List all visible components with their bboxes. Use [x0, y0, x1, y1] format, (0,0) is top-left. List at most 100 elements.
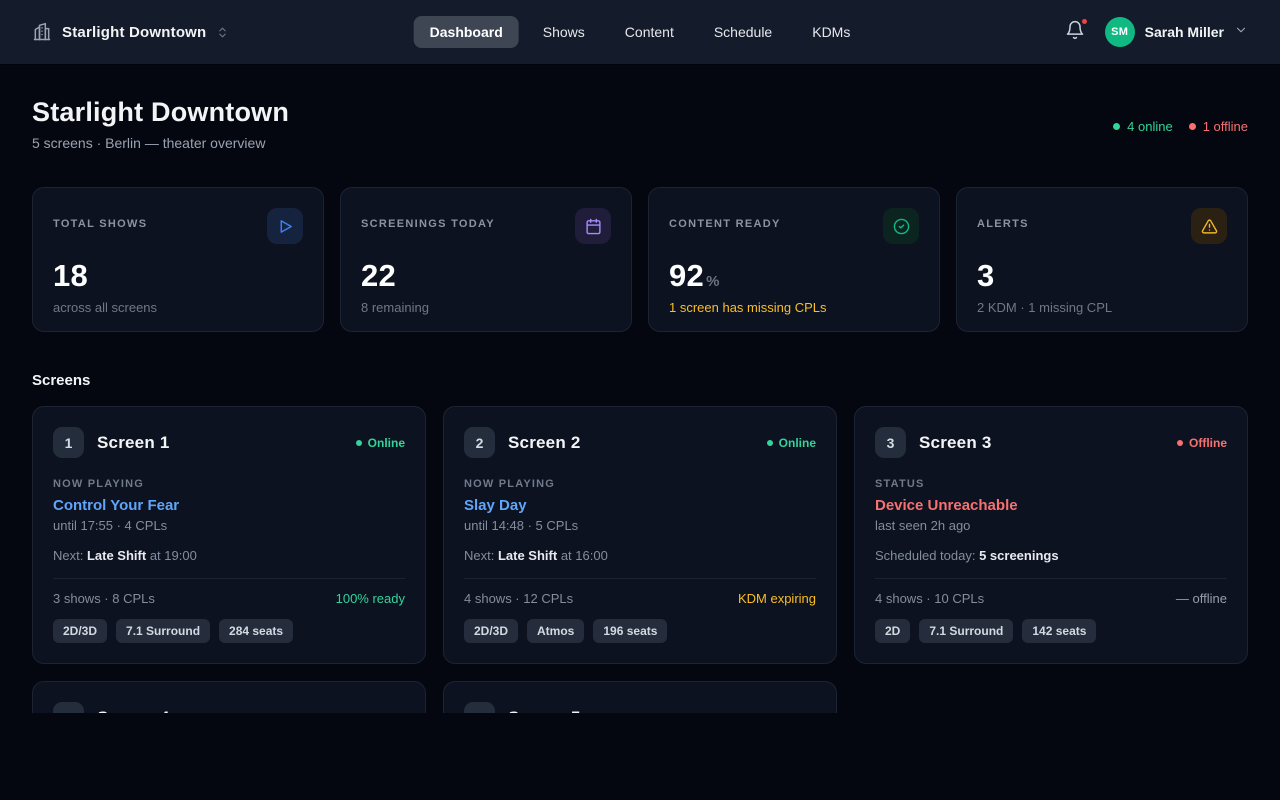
- online-dot-icon: [1113, 123, 1121, 130]
- stat-label: ALERTS: [977, 218, 1029, 230]
- tab-dashboard[interactable]: Dashboard: [413, 16, 519, 48]
- main-nav-tabs: Dashboard Shows Content Schedule KDMs: [413, 16, 867, 48]
- screen-name: Screen 1: [97, 432, 170, 452]
- status-label: STATUS: [875, 478, 925, 490]
- now-playing-detail: until 17:55 · 4 CPLs: [53, 518, 168, 533]
- online-dot-icon: [355, 439, 362, 446]
- capability-tag: 284 seats: [219, 619, 294, 643]
- notification-dot: [1079, 16, 1089, 26]
- page-scroll-area: Starlight Downtown 5 screens · Berlin — …: [0, 64, 1280, 713]
- screen-number-badge: 1: [53, 427, 84, 458]
- capability-tag: 142 seats: [1022, 619, 1097, 643]
- capability-tag: 7.1 Surround: [919, 619, 1014, 643]
- screen-name: Screen 5: [508, 708, 580, 714]
- theater-switcher[interactable]: Starlight Downtown: [32, 22, 229, 42]
- divider: [464, 578, 816, 579]
- warning-triangle-icon: [1191, 208, 1227, 244]
- online-count-badge: 4 online: [1113, 119, 1173, 134]
- top-nav: Starlight Downtown Dashboard Shows Conte…: [0, 0, 1280, 64]
- stat-subtext: across all screens: [53, 300, 158, 315]
- now-playing-label: NOW PLAYING: [53, 478, 145, 490]
- screen-number-badge: 2: [464, 427, 495, 458]
- capability-tag: 196 seats: [593, 619, 668, 643]
- tab-schedule[interactable]: Schedule: [713, 24, 773, 40]
- readiness-status: KDM expiring: [737, 591, 816, 606]
- stat-value: 3: [977, 258, 995, 293]
- shows-cpls-summary: 3 shows · 8 CPLs: [53, 591, 155, 606]
- capability-tag: Atmos: [527, 619, 585, 643]
- status-badge: Online: [356, 711, 405, 714]
- next-show-line: Next: Late Shift at 16:00: [464, 548, 608, 563]
- screen-card-2[interactable]: 2 Screen 2 Online NOW PLAYING Slay Day u…: [443, 406, 837, 664]
- screens-heading: Screens: [32, 372, 91, 389]
- calendar-icon: [575, 208, 611, 244]
- stat-subtext: 8 remaining: [361, 300, 429, 315]
- divider: [875, 578, 1227, 579]
- divider: [53, 578, 405, 579]
- screen-number-badge: 4: [53, 702, 84, 713]
- shows-cpls-summary: 4 shows · 12 CPLs: [464, 591, 574, 606]
- play-icon: [267, 208, 303, 244]
- stat-card-total-shows: TOTAL SHOWS 18 across all screens: [32, 187, 324, 332]
- chevrons-up-down-icon: [216, 26, 229, 39]
- user-menu[interactable]: SM Sarah Miller: [1104, 17, 1248, 47]
- notifications-button[interactable]: [1063, 16, 1089, 47]
- status-badge: Online: [767, 711, 816, 714]
- capability-tag: 2D/3D: [464, 619, 519, 643]
- shows-cpls-summary: 4 shows · 10 CPLs: [875, 591, 985, 606]
- offline-count-badge: 1 offline: [1188, 119, 1248, 134]
- screen-number-badge: 5: [464, 702, 495, 713]
- stat-subtext: 1 screen has missing CPLs: [669, 300, 827, 315]
- now-playing-title: Control Your Fear: [53, 497, 180, 514]
- device-status-title: Device Unreachable: [875, 497, 1018, 514]
- capability-tag: 7.1 Surround: [116, 619, 211, 643]
- stat-card-content-ready: CONTENT READY 92 % 1 screen has missing …: [648, 187, 940, 332]
- now-playing-label: NOW PLAYING: [464, 478, 556, 490]
- screen-number-badge: 3: [875, 427, 906, 458]
- stats-row: TOTAL SHOWS 18 across all screens SCREEN…: [32, 187, 1248, 332]
- brand-name: Starlight Downtown: [62, 23, 207, 41]
- screen-card-3[interactable]: 3 Screen 3 Offline STATUS Device Unreach…: [854, 406, 1248, 664]
- page-header: Starlight Downtown 5 screens · Berlin — …: [32, 64, 1248, 151]
- now-playing-title: Slay Day: [464, 497, 527, 514]
- screens-grid: 1 Screen 1 Online NOW PLAYING Control Yo…: [32, 406, 1248, 713]
- stat-value: 92: [669, 258, 705, 293]
- stat-label: SCREENINGS TODAY: [361, 218, 495, 230]
- stat-label: TOTAL SHOWS: [53, 218, 148, 230]
- screen-card-1[interactable]: 1 Screen 1 Online NOW PLAYING Control Yo…: [32, 406, 426, 664]
- capability-tag: 2D: [875, 619, 911, 643]
- next-show-line: Next: Late Shift at 19:00: [53, 548, 197, 563]
- tab-shows[interactable]: Shows: [542, 24, 585, 40]
- offline-dot-icon: [1188, 123, 1196, 130]
- building-icon: [32, 22, 52, 42]
- now-playing-detail: until 14:48 · 5 CPLs: [464, 518, 579, 533]
- bell-icon: [1065, 20, 1085, 44]
- screen-name: Screen 3: [919, 432, 992, 452]
- user-name: Sarah Miller: [1144, 24, 1224, 40]
- nav-right: SM Sarah Miller: [1063, 16, 1248, 47]
- chevron-down-icon: [1234, 23, 1248, 42]
- capability-tag: 2D/3D: [53, 619, 108, 643]
- readiness-status: 100% ready: [335, 591, 405, 606]
- stat-card-alerts: ALERTS 3 2 KDM · 1 missing CPL: [956, 187, 1248, 332]
- stat-subtext: 2 KDM · 1 missing CPL: [977, 300, 1113, 315]
- screen-name: Screen 2: [508, 432, 581, 452]
- last-seen-detail: last seen 2h ago: [875, 518, 971, 533]
- readiness-status: — offline: [1175, 591, 1227, 606]
- page-title: Starlight Downtown: [32, 97, 290, 127]
- stat-label: CONTENT READY: [669, 218, 781, 230]
- scheduled-today-line: Scheduled today: 5 screenings: [875, 548, 1059, 563]
- online-dot-icon: [766, 439, 773, 446]
- page-subtitle: 5 screens · Berlin — theater overview: [32, 135, 266, 151]
- status-badge: Offline: [1177, 436, 1227, 450]
- stat-value: 22: [361, 258, 397, 293]
- stat-value: 18: [53, 258, 89, 293]
- screen-card-5[interactable]: 5 Screen 5 Online: [443, 681, 837, 713]
- avatar: SM: [1104, 17, 1135, 47]
- status-badge: Online: [355, 436, 405, 450]
- tab-kdms[interactable]: KDMs: [812, 24, 851, 40]
- screen-card-4[interactable]: 4 Screen 4 Online: [32, 681, 426, 713]
- offline-dot-icon: [1177, 439, 1183, 446]
- tab-content[interactable]: Content: [624, 24, 674, 40]
- status-badge: Online: [766, 436, 816, 450]
